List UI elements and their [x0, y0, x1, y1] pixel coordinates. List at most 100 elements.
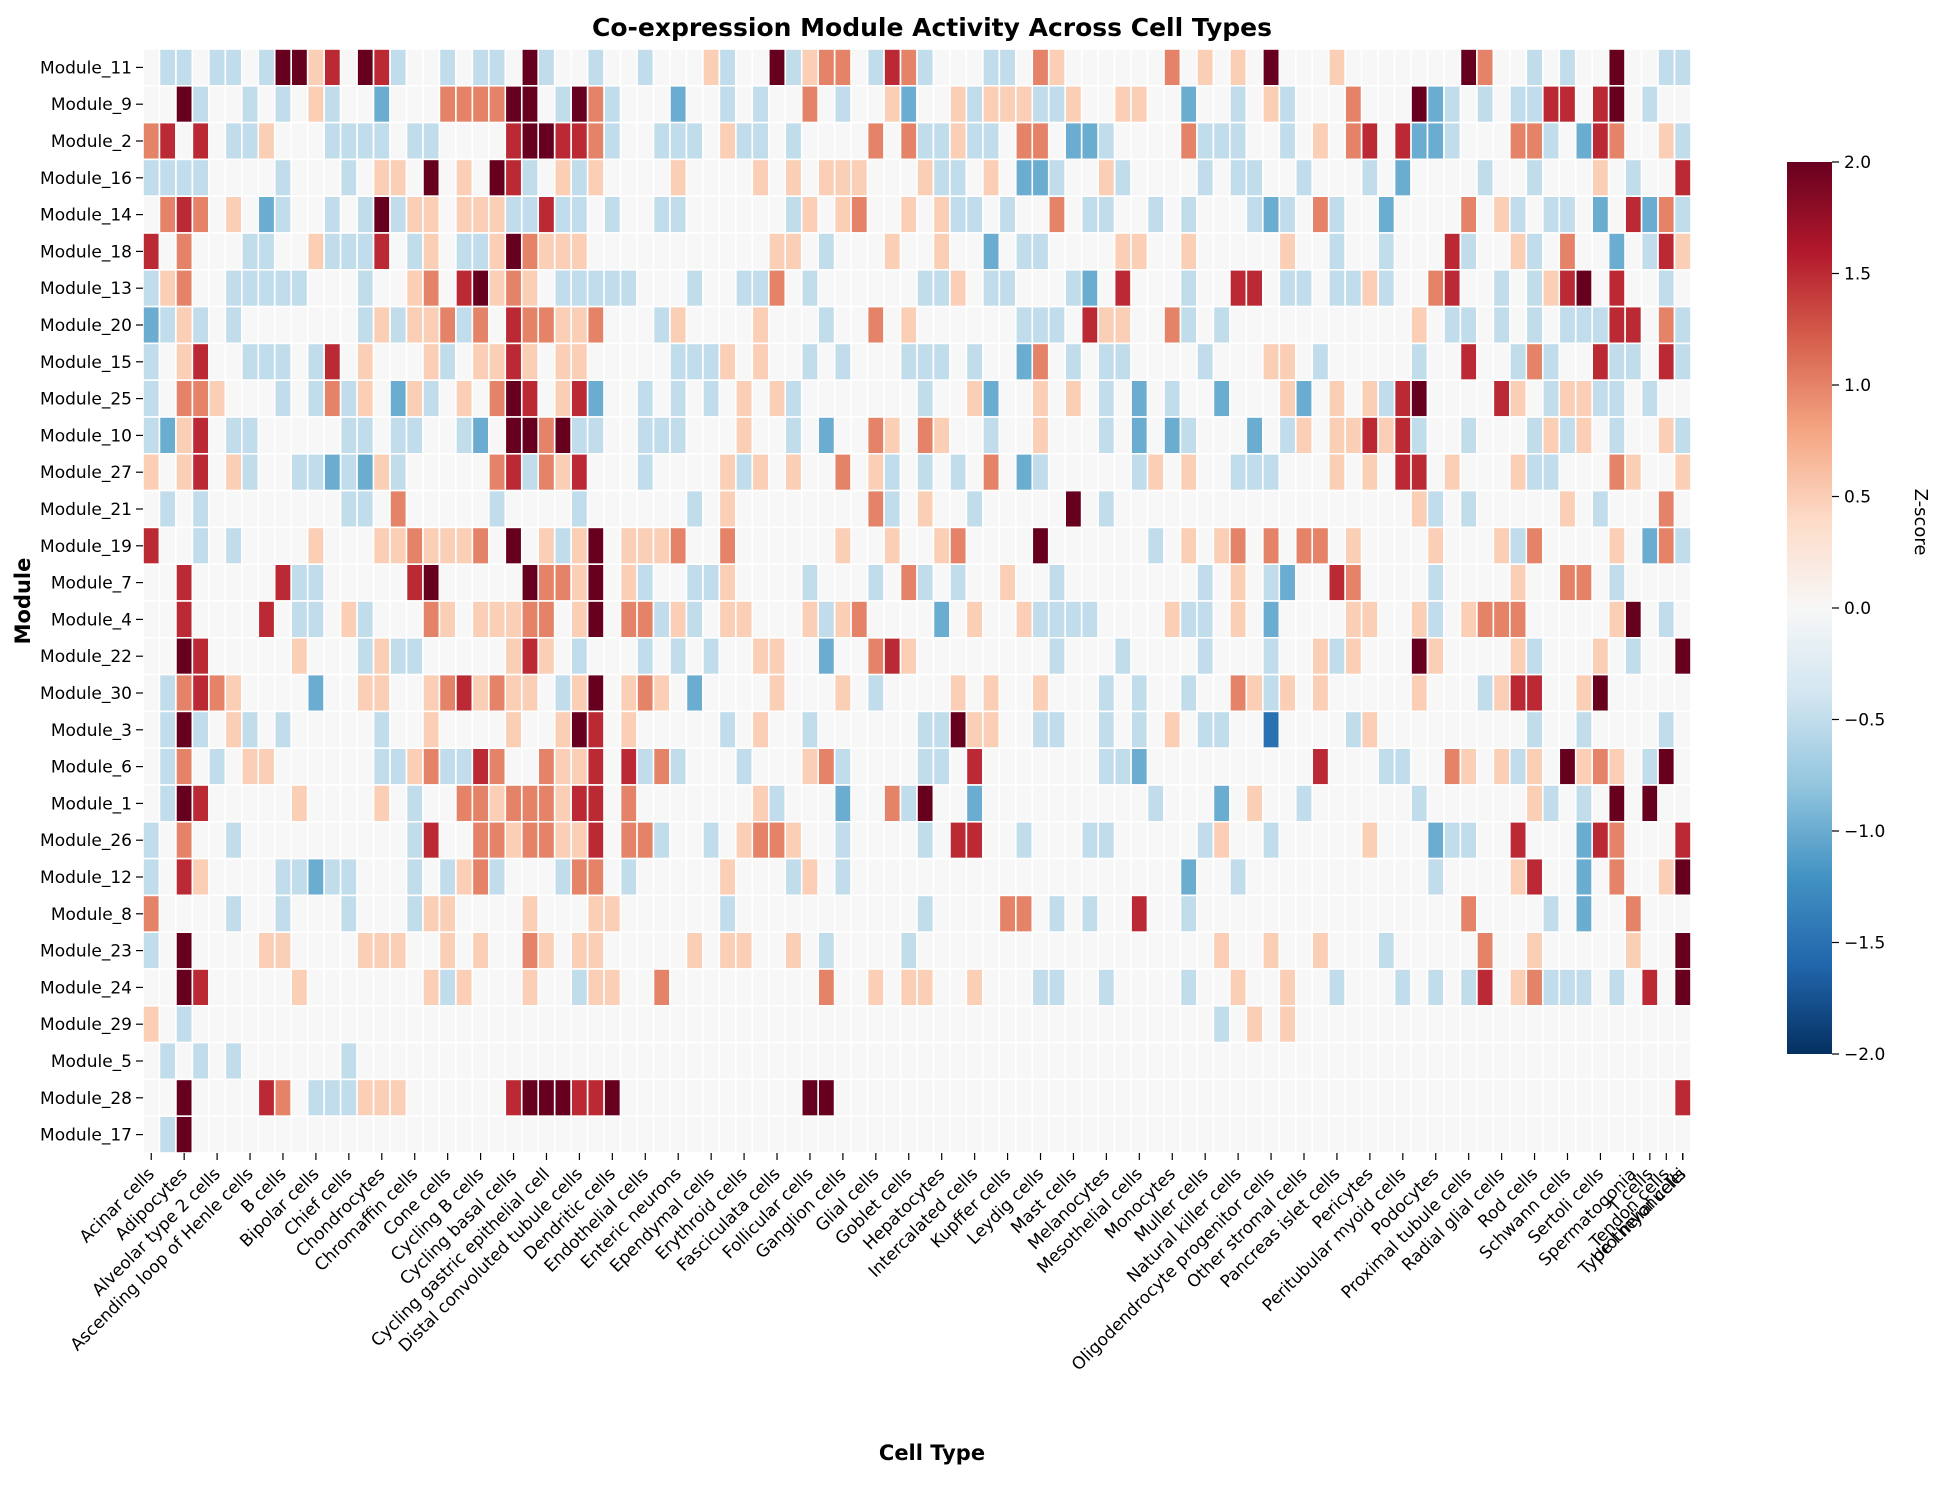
- heatmap-cell: [1327, 931, 1346, 970]
- heatmap-cell: [1278, 1115, 1297, 1154]
- heatmap-cell: [257, 563, 276, 602]
- heatmap-cell: [1558, 489, 1577, 529]
- heatmap-cell: [735, 747, 754, 786]
- heatmap-cell: [471, 784, 490, 823]
- heatmap-cell: [158, 968, 177, 1007]
- heatmap-cell: [339, 1004, 358, 1044]
- heatmap-cell: [1262, 48, 1281, 87]
- heatmap-cell: [1097, 48, 1116, 87]
- heatmap-cell: [1640, 600, 1659, 639]
- heatmap-cell: [224, 452, 243, 492]
- heatmap-cell: [982, 121, 1001, 161]
- heatmap-cell: [553, 342, 572, 381]
- heatmap-cell: [1360, 784, 1379, 823]
- heatmap-cell: [817, 857, 836, 897]
- heatmap-cell: [603, 121, 622, 161]
- heatmap-cell: [504, 342, 523, 381]
- heatmap-cell: [553, 85, 572, 124]
- heatmap-cell: [1245, 747, 1264, 786]
- heatmap-cell: [191, 48, 210, 87]
- heatmap-cell: [1212, 452, 1231, 492]
- heatmap-cell: [1179, 710, 1198, 750]
- heatmap-cell: [603, 195, 622, 234]
- heatmap-cell: [1673, 379, 1692, 418]
- heatmap-cell: [1525, 526, 1544, 566]
- heatmap-cell: [339, 1041, 358, 1081]
- heatmap-cell: [1360, 636, 1379, 676]
- heatmap-cell: [1509, 121, 1528, 161]
- heatmap-cell: [520, 1115, 540, 1154]
- heatmap-cell: [817, 931, 836, 970]
- heatmap-cell: [1558, 636, 1577, 676]
- heatmap-cell: [1443, 563, 1462, 602]
- heatmap-cell: [1278, 894, 1297, 934]
- heatmap-cell: [389, 1115, 408, 1154]
- heatmap-cell: [1492, 268, 1511, 308]
- heatmap-cell: [916, 379, 935, 418]
- heatmap-cell: [1443, 232, 1462, 271]
- heatmap-cell: [1410, 85, 1429, 124]
- heatmap-cell: [619, 232, 638, 271]
- heatmap-cell: [603, 85, 622, 124]
- heatmap-cell: [537, 1004, 556, 1044]
- y-tick-label: Module_23: [40, 942, 132, 962]
- heatmap-cell: [1064, 1078, 1083, 1118]
- heatmap-cell: [1492, 894, 1511, 934]
- heatmap-cell: [1360, 48, 1379, 87]
- heatmap-cell: [1541, 673, 1561, 713]
- heatmap-cell: [208, 121, 227, 161]
- heatmap-cell: [866, 931, 885, 970]
- heatmap-cell: [1015, 894, 1034, 934]
- heatmap-cell: [570, 563, 589, 602]
- heatmap-cell: [1212, 747, 1231, 786]
- heatmap-cell: [669, 452, 688, 492]
- heatmap-cell: [1640, 563, 1659, 602]
- heatmap-cell: [1377, 158, 1396, 197]
- heatmap-cell: [1673, 526, 1692, 566]
- heatmap-cell: [1064, 710, 1083, 750]
- heatmap-cell: [1426, 268, 1445, 308]
- heatmap-cell: [1377, 968, 1396, 1007]
- heatmap-cell: [949, 857, 968, 897]
- heatmap-cell: [636, 379, 655, 418]
- heatmap-cell: [438, 85, 457, 124]
- heatmap-cell: [1179, 158, 1198, 197]
- heatmap-cell: [1410, 747, 1429, 786]
- heatmap-cell: [520, 894, 540, 934]
- heatmap-cell: [306, 857, 325, 897]
- heatmap-cell: [932, 857, 951, 897]
- heatmap-cell: [1624, 820, 1643, 860]
- heatmap-cell: [702, 820, 721, 860]
- colorbar-gradient: [1787, 162, 1832, 1054]
- heatmap-cell: [356, 1041, 375, 1081]
- heatmap-cell: [323, 85, 342, 124]
- heatmap-cell: [520, 673, 540, 713]
- heatmap-cell: [504, 931, 523, 970]
- y-tick-label: Module_19: [40, 537, 132, 557]
- heatmap-cell: [603, 1041, 622, 1081]
- heatmap-cell: [323, 526, 342, 566]
- heatmap-cell: [949, 1115, 968, 1154]
- heatmap-cell: [241, 563, 260, 602]
- heatmap-cell: [784, 195, 803, 234]
- heatmap-cell: [1673, 931, 1692, 970]
- heatmap-cell: [767, 85, 787, 124]
- heatmap-cell: [702, 600, 721, 639]
- heatmap-cell: [982, 268, 1001, 308]
- heatmap-cell: [784, 268, 803, 308]
- heatmap-cell: [1410, 600, 1429, 639]
- heatmap-cell: [1080, 85, 1099, 124]
- heatmap-cell: [965, 1078, 984, 1118]
- heatmap-cell: [389, 747, 408, 786]
- heatmap-cell: [1130, 1078, 1149, 1118]
- heatmap-cell: [784, 305, 803, 345]
- heatmap-cell: [1064, 820, 1083, 860]
- heatmap-cell: [833, 416, 852, 455]
- heatmap-cell: [372, 305, 391, 345]
- heatmap-cell: [422, 747, 441, 786]
- heatmap-cell: [636, 489, 655, 529]
- heatmap-cell: [1558, 673, 1577, 713]
- heatmap-cell: [1097, 342, 1116, 381]
- heatmap-cell: [455, 784, 474, 823]
- heatmap-cell: [273, 857, 293, 897]
